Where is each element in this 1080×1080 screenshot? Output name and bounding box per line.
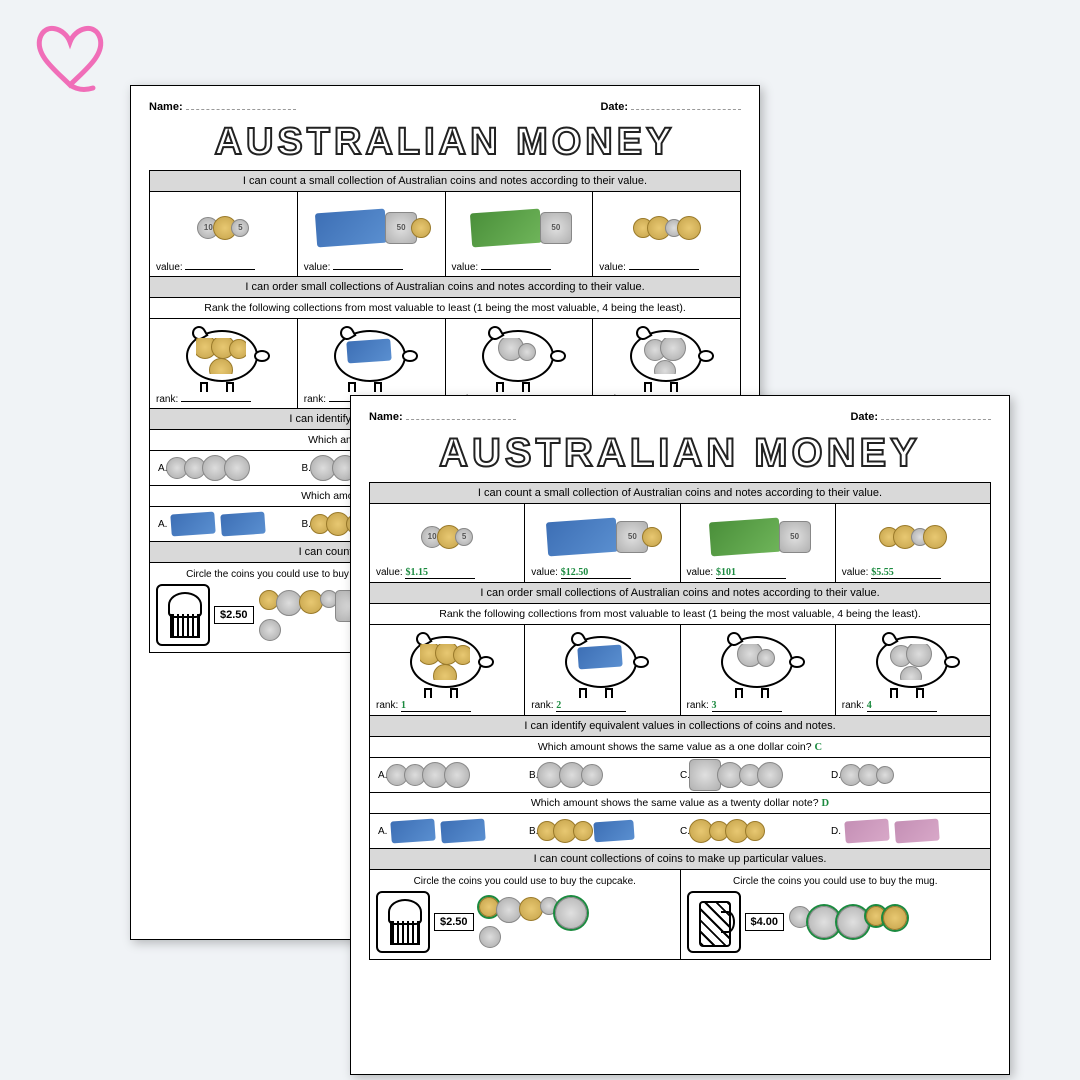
page-title: AUSTRALIAN MONEY — [149, 121, 741, 164]
worksheet-answered: Name:Date: AUSTRALIAN MONEY I can count … — [350, 395, 1010, 1075]
brand-logo-icon — [25, 20, 115, 95]
objective-order: I can order small collections of Austral… — [150, 276, 740, 298]
page-title: AUSTRALIAN MONEY — [369, 431, 991, 476]
objective-count: I can count a small collection of Austra… — [150, 171, 740, 192]
